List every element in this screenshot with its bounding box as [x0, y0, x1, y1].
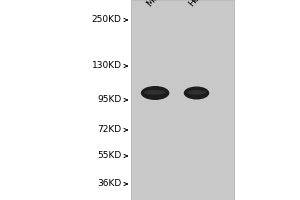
Ellipse shape: [144, 90, 166, 95]
Text: 36KD: 36KD: [97, 180, 122, 188]
Bar: [130, 0, 234, 200]
Text: 55KD: 55KD: [97, 152, 122, 160]
Text: 72KD: 72KD: [98, 126, 122, 134]
Text: 130KD: 130KD: [92, 62, 122, 71]
Ellipse shape: [187, 90, 206, 95]
Text: Hela: Hela: [187, 0, 207, 8]
Text: MCF-7: MCF-7: [145, 0, 169, 8]
Ellipse shape: [184, 86, 209, 99]
Text: 250KD: 250KD: [92, 16, 122, 24]
Ellipse shape: [141, 86, 169, 100]
Text: 95KD: 95KD: [97, 96, 122, 104]
